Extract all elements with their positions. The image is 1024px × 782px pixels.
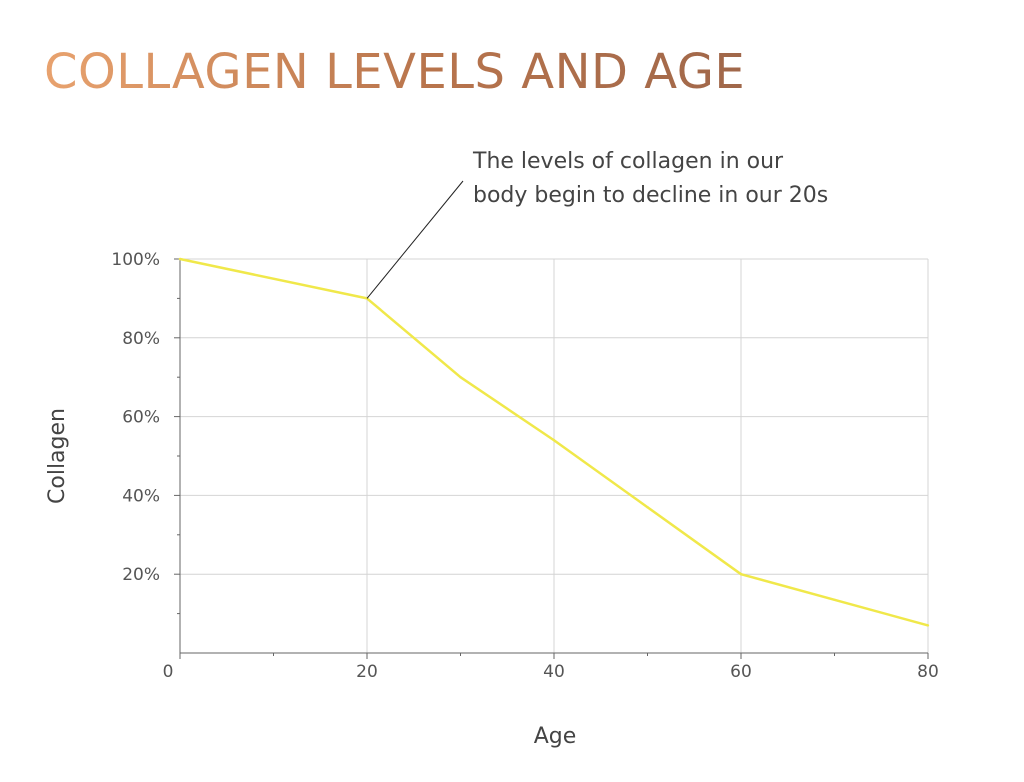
y-tick-label: 60% — [122, 408, 160, 428]
annotation-leader-line — [366, 180, 464, 299]
x-tick-label: 0 — [163, 662, 174, 682]
annotation-text-line-1: The levels of collagen in our — [472, 149, 784, 174]
slide-title: COLLAGEN LEVELS AND AGE — [44, 40, 745, 104]
y-axis-title: Collagen — [45, 408, 70, 504]
x-tick-label: 60 — [730, 662, 752, 682]
data-point — [926, 624, 930, 627]
x-tick-label: 80 — [917, 662, 939, 682]
grid-lines — [180, 258, 929, 653]
y-tick-label: 40% — [122, 486, 160, 506]
y-tick-label: 80% — [122, 329, 160, 349]
data-point — [833, 598, 836, 602]
data-point — [459, 376, 462, 379]
x-tick-label: 20 — [356, 662, 378, 682]
collagen-series-line — [179, 257, 929, 627]
data-point — [739, 573, 743, 576]
annotation-text-line-2: body begin to decline in our 20s — [473, 183, 828, 208]
data-point — [646, 506, 649, 509]
y-tick-label: 100% — [111, 250, 160, 270]
data-point — [178, 257, 182, 261]
axes — [174, 258, 929, 659]
x-axis-title: Age — [534, 724, 577, 749]
x-tick-label: 40 — [543, 662, 565, 682]
data-point — [552, 439, 556, 442]
y-tick-label: 20% — [122, 565, 160, 585]
y-tick-labels: 20% 40% 60% 80% 100% — [111, 250, 160, 585]
x-tick-labels: 0 20 40 60 80 — [163, 662, 939, 682]
